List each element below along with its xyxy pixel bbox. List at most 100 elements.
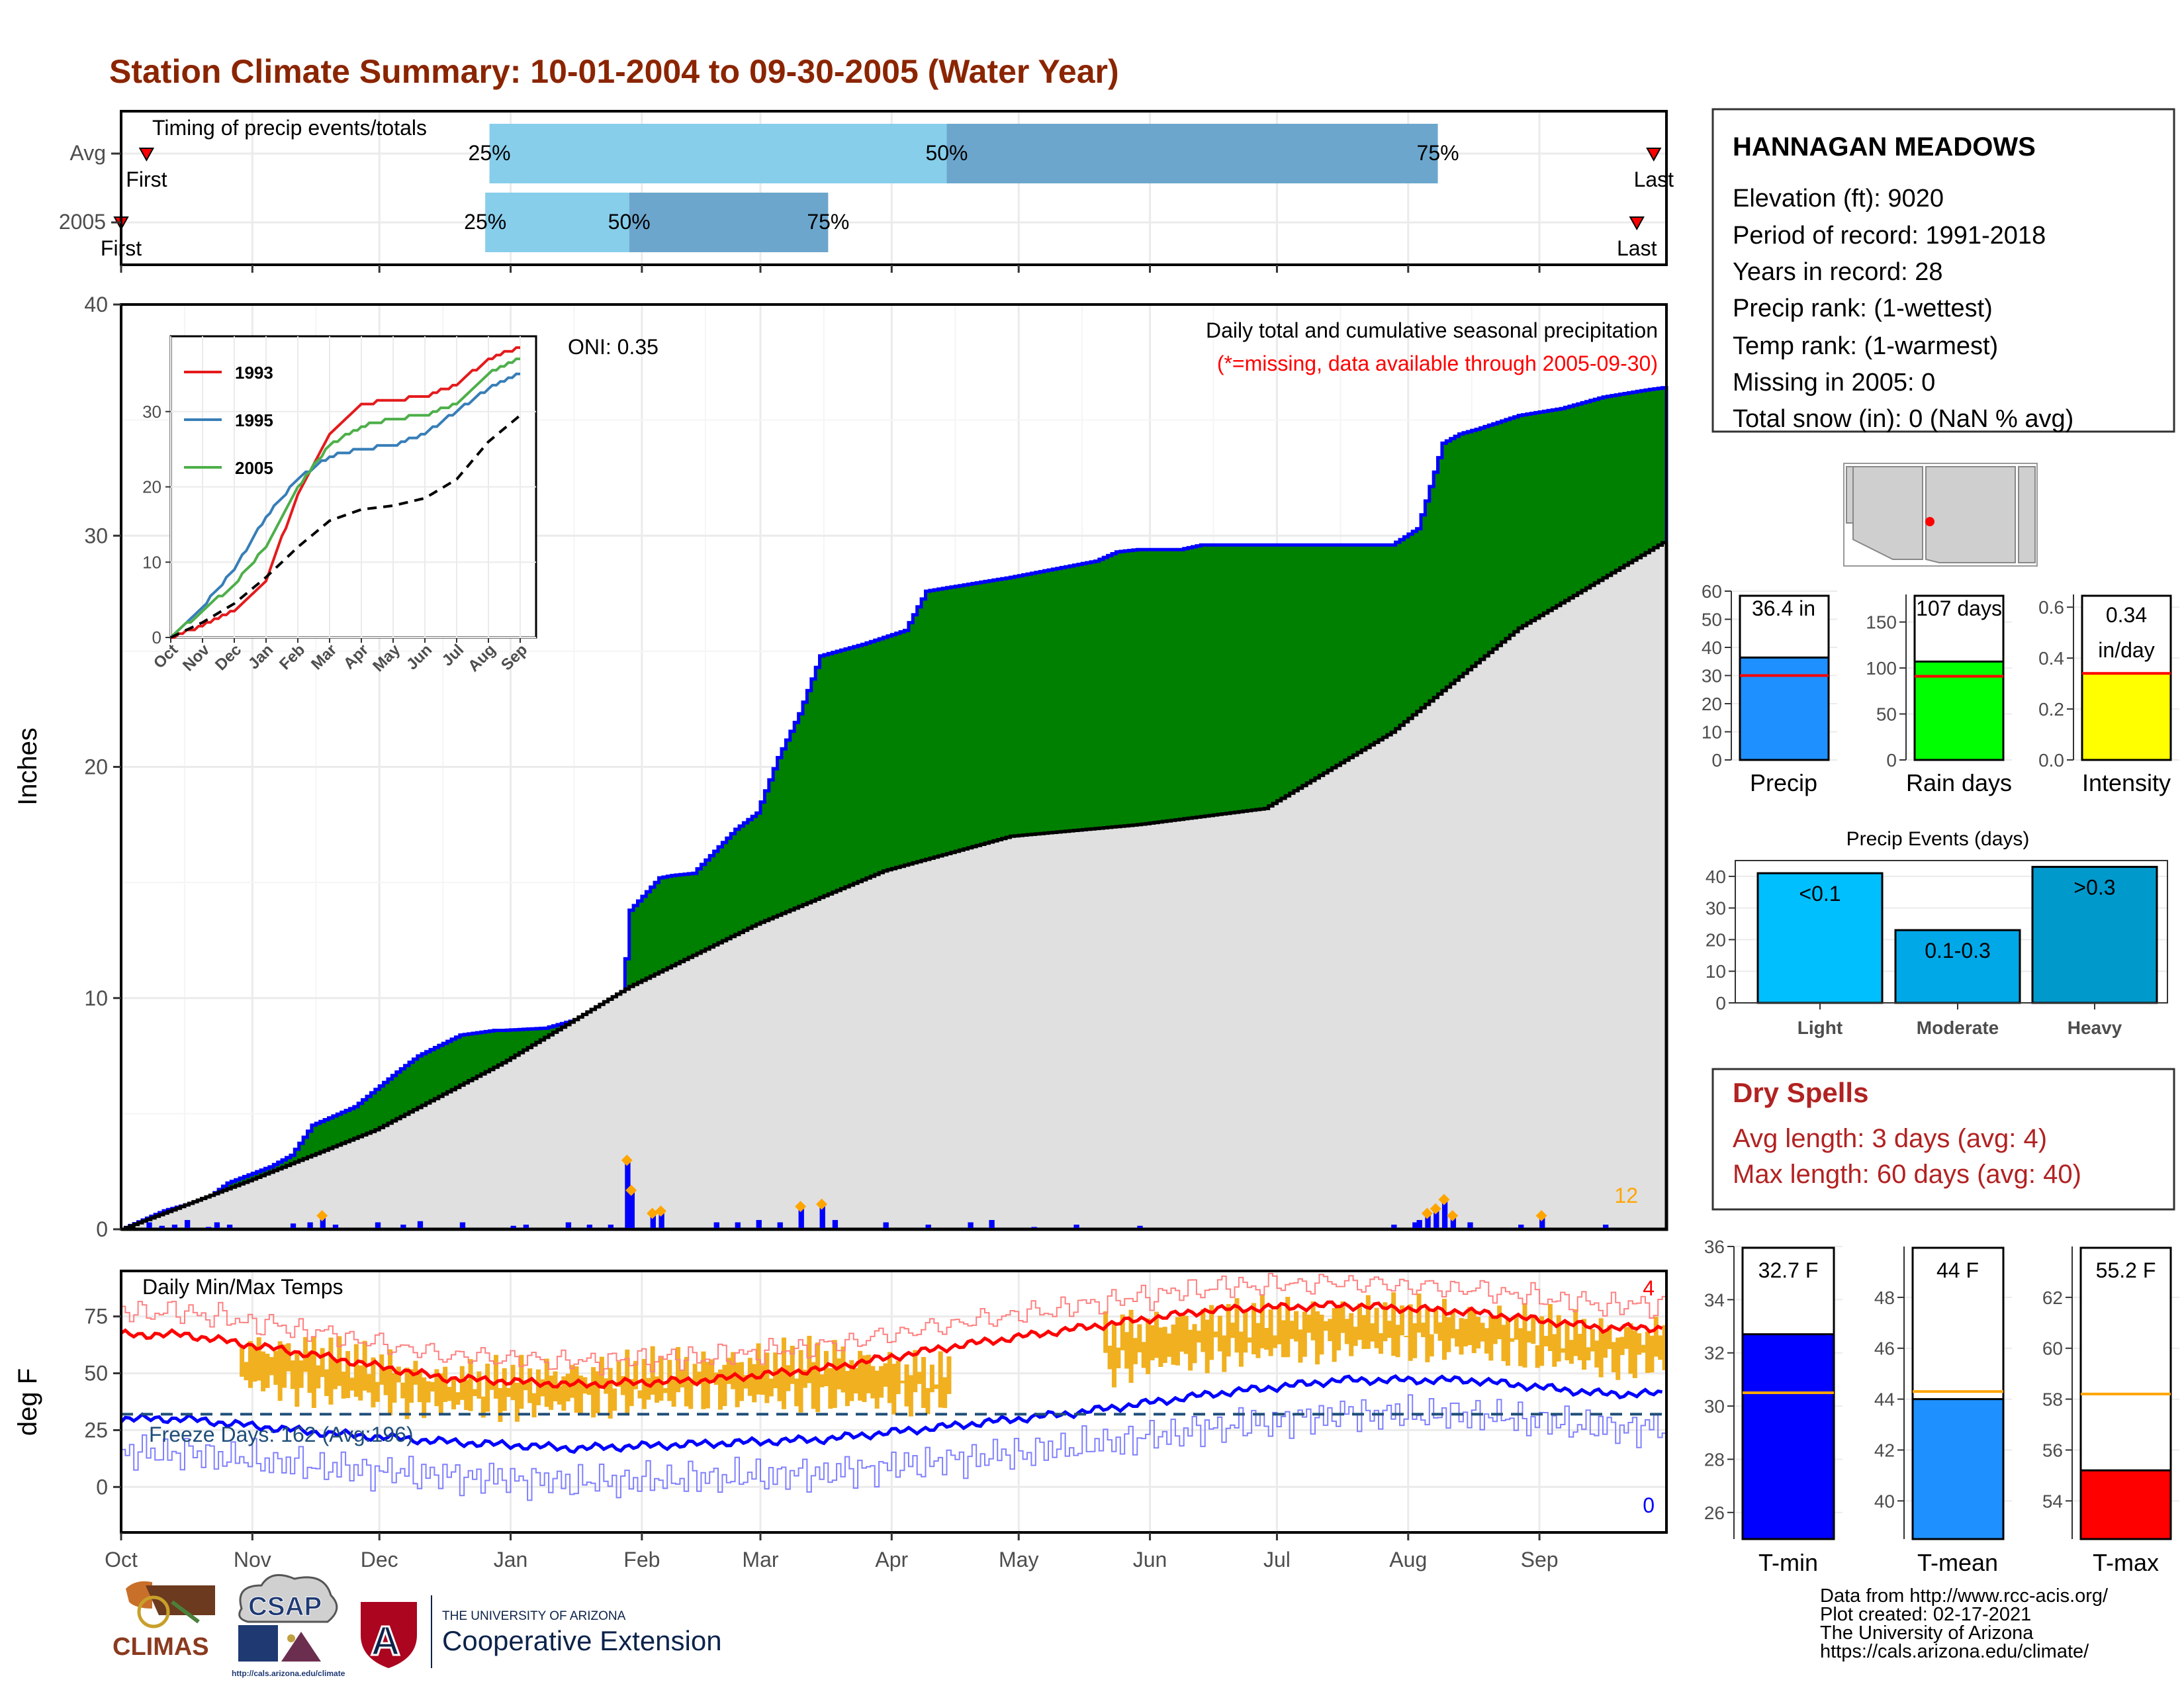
temp-range-bar	[1175, 1317, 1180, 1366]
temp-range-bar	[468, 1359, 473, 1411]
temp-range-bar	[578, 1375, 583, 1414]
x-tick-label: Feb	[623, 1548, 660, 1571]
y-tick-label: 40	[84, 293, 108, 316]
station-name: HANNAGAN MEADOWS	[1733, 132, 2036, 162]
station-info-box: HANNAGAN MEADOWS Elevation (ft): 9020 Pe…	[1711, 108, 2175, 433]
temp-range-bar	[879, 1366, 884, 1398]
temp-range-bar	[1213, 1331, 1218, 1338]
temp-range-bar	[417, 1370, 422, 1403]
x-tick-label: Apr	[875, 1548, 908, 1571]
temp-range-bar	[934, 1384, 939, 1389]
temp-range-bar	[1433, 1309, 1439, 1334]
temp-range-bar	[1222, 1335, 1227, 1372]
temp-range-bar	[349, 1378, 355, 1391]
t-mean-summary-tick-label: 40	[1874, 1491, 1895, 1511]
footer-credits: Data from http://www.rcc-acis.org/ Plot …	[1820, 1585, 2109, 1662]
temp-range-bar	[1645, 1331, 1651, 1374]
dry-spells-max: Max length: 60 days (avg: 40)	[1733, 1160, 2081, 1189]
daily-precip-bar	[459, 1222, 466, 1229]
temp-range-bar	[1201, 1309, 1206, 1352]
t-max-summary-bar	[2079, 1469, 2172, 1540]
daily-precip-bar	[735, 1222, 741, 1229]
temp-range-bar	[1273, 1335, 1278, 1348]
temp-range-bar	[1332, 1308, 1337, 1362]
temp-range-bar	[1653, 1317, 1659, 1357]
temp-range-bar	[858, 1350, 863, 1401]
x-tick-label: May	[999, 1548, 1038, 1571]
avg-min-temp-line	[120, 1374, 1662, 1454]
t-max-summary-tick-label: 62	[2042, 1288, 2063, 1308]
daily-precip-bar	[400, 1225, 406, 1229]
last-event-marker	[1646, 148, 1662, 162]
temp-range-bar	[895, 1360, 901, 1395]
temp-range-bar	[900, 1380, 905, 1383]
daily-precip-bar	[608, 1225, 614, 1229]
events-tick-label: 10	[1706, 961, 1726, 982]
tmax-value: 55.2 F	[2096, 1258, 2156, 1282]
daily-precip-bar	[1603, 1225, 1609, 1229]
temp-range-bar	[1328, 1319, 1333, 1342]
daily-precip-bar	[146, 1222, 152, 1229]
temp-range-bar	[777, 1368, 782, 1401]
temp-range-bar	[574, 1366, 579, 1413]
temp-range-bar	[1399, 1305, 1404, 1336]
intensity-unit: in/day	[2098, 638, 2154, 662]
daily-precip-bar	[625, 1162, 631, 1229]
intensity-summary-group: 0.0 0.2 0.4 0.6	[2038, 594, 2179, 771]
precip-panel: 0 10 20 30 40 Inches Daily total and cumulat…	[13, 293, 1668, 1241]
dry-spells-title: Dry Spells	[1733, 1077, 1868, 1108]
daily-precip-bar	[883, 1222, 889, 1229]
oni-label: ONI: 0.35	[568, 335, 659, 359]
x-tick-label: Jul	[1263, 1548, 1291, 1571]
daily-precip-bar	[1441, 1201, 1448, 1229]
arizona-shape	[1852, 466, 1923, 560]
temp-range-bar	[514, 1382, 520, 1422]
temp-range-bar	[1154, 1311, 1159, 1358]
temp-range-bar	[1637, 1333, 1642, 1355]
temp-range-bar	[1480, 1323, 1485, 1342]
temp-range-bar	[1531, 1315, 1536, 1344]
temp-range-bar	[633, 1360, 639, 1389]
intensity-summary-tick-label: 0.0	[2038, 750, 2064, 771]
daily-precip-bar	[925, 1225, 931, 1229]
temp-range-bar	[1171, 1324, 1176, 1365]
timing-q50-label: 50%	[925, 141, 968, 165]
temp-range-bar	[1641, 1344, 1646, 1353]
temp-range-bar	[917, 1372, 922, 1384]
footer-data-source: Data from http://www.rcc-acis.org/	[1820, 1585, 2109, 1607]
temp-range-bar	[1662, 1325, 1667, 1370]
temp-range-bar	[1573, 1309, 1578, 1356]
temp-range-bar	[1234, 1298, 1240, 1353]
temp-range-bar	[311, 1336, 316, 1408]
temp-range-bar	[790, 1345, 795, 1384]
temp-range-bar	[1247, 1337, 1252, 1343]
inset-y-label: 10	[142, 552, 161, 572]
temp-range-bar	[718, 1369, 723, 1410]
precip-y-label: Inches	[13, 727, 42, 806]
temp-range-bar	[1209, 1305, 1214, 1360]
temp-range-bar	[616, 1361, 621, 1387]
timing-q50-label: 50%	[608, 210, 651, 234]
daily-precip-bar	[226, 1225, 233, 1229]
climas-logo: CLIMAS	[113, 1581, 215, 1661]
temp-range-bar	[1446, 1317, 1451, 1352]
rain-bar-label: Rain days	[1906, 769, 2012, 796]
csap-logo: CSAP http://cals.arizona.edu/climate	[232, 1573, 345, 1678]
temp-range-bar	[946, 1356, 952, 1394]
temp-range-bar	[438, 1373, 443, 1413]
temp-range-bar	[625, 1349, 630, 1416]
daily-precip-bar	[375, 1222, 381, 1229]
locator-map	[1843, 463, 2038, 567]
inset-series-line	[169, 357, 520, 639]
x-tick-label: Mar	[742, 1548, 778, 1571]
footer-university: The University of Arizona	[1820, 1622, 2034, 1644]
temp-range-bar	[760, 1365, 765, 1395]
inset-series-line	[169, 372, 520, 639]
station-years: Years in record: 28	[1733, 258, 1943, 286]
daily-precip-bar	[1137, 1225, 1143, 1229]
temp-range-bar	[1378, 1333, 1383, 1354]
new-mexico-shape	[1925, 466, 2016, 563]
t-mean-summary-bar	[1911, 1398, 2005, 1540]
temp-range-bar	[1437, 1322, 1443, 1341]
temp-range-bar	[498, 1387, 503, 1423]
